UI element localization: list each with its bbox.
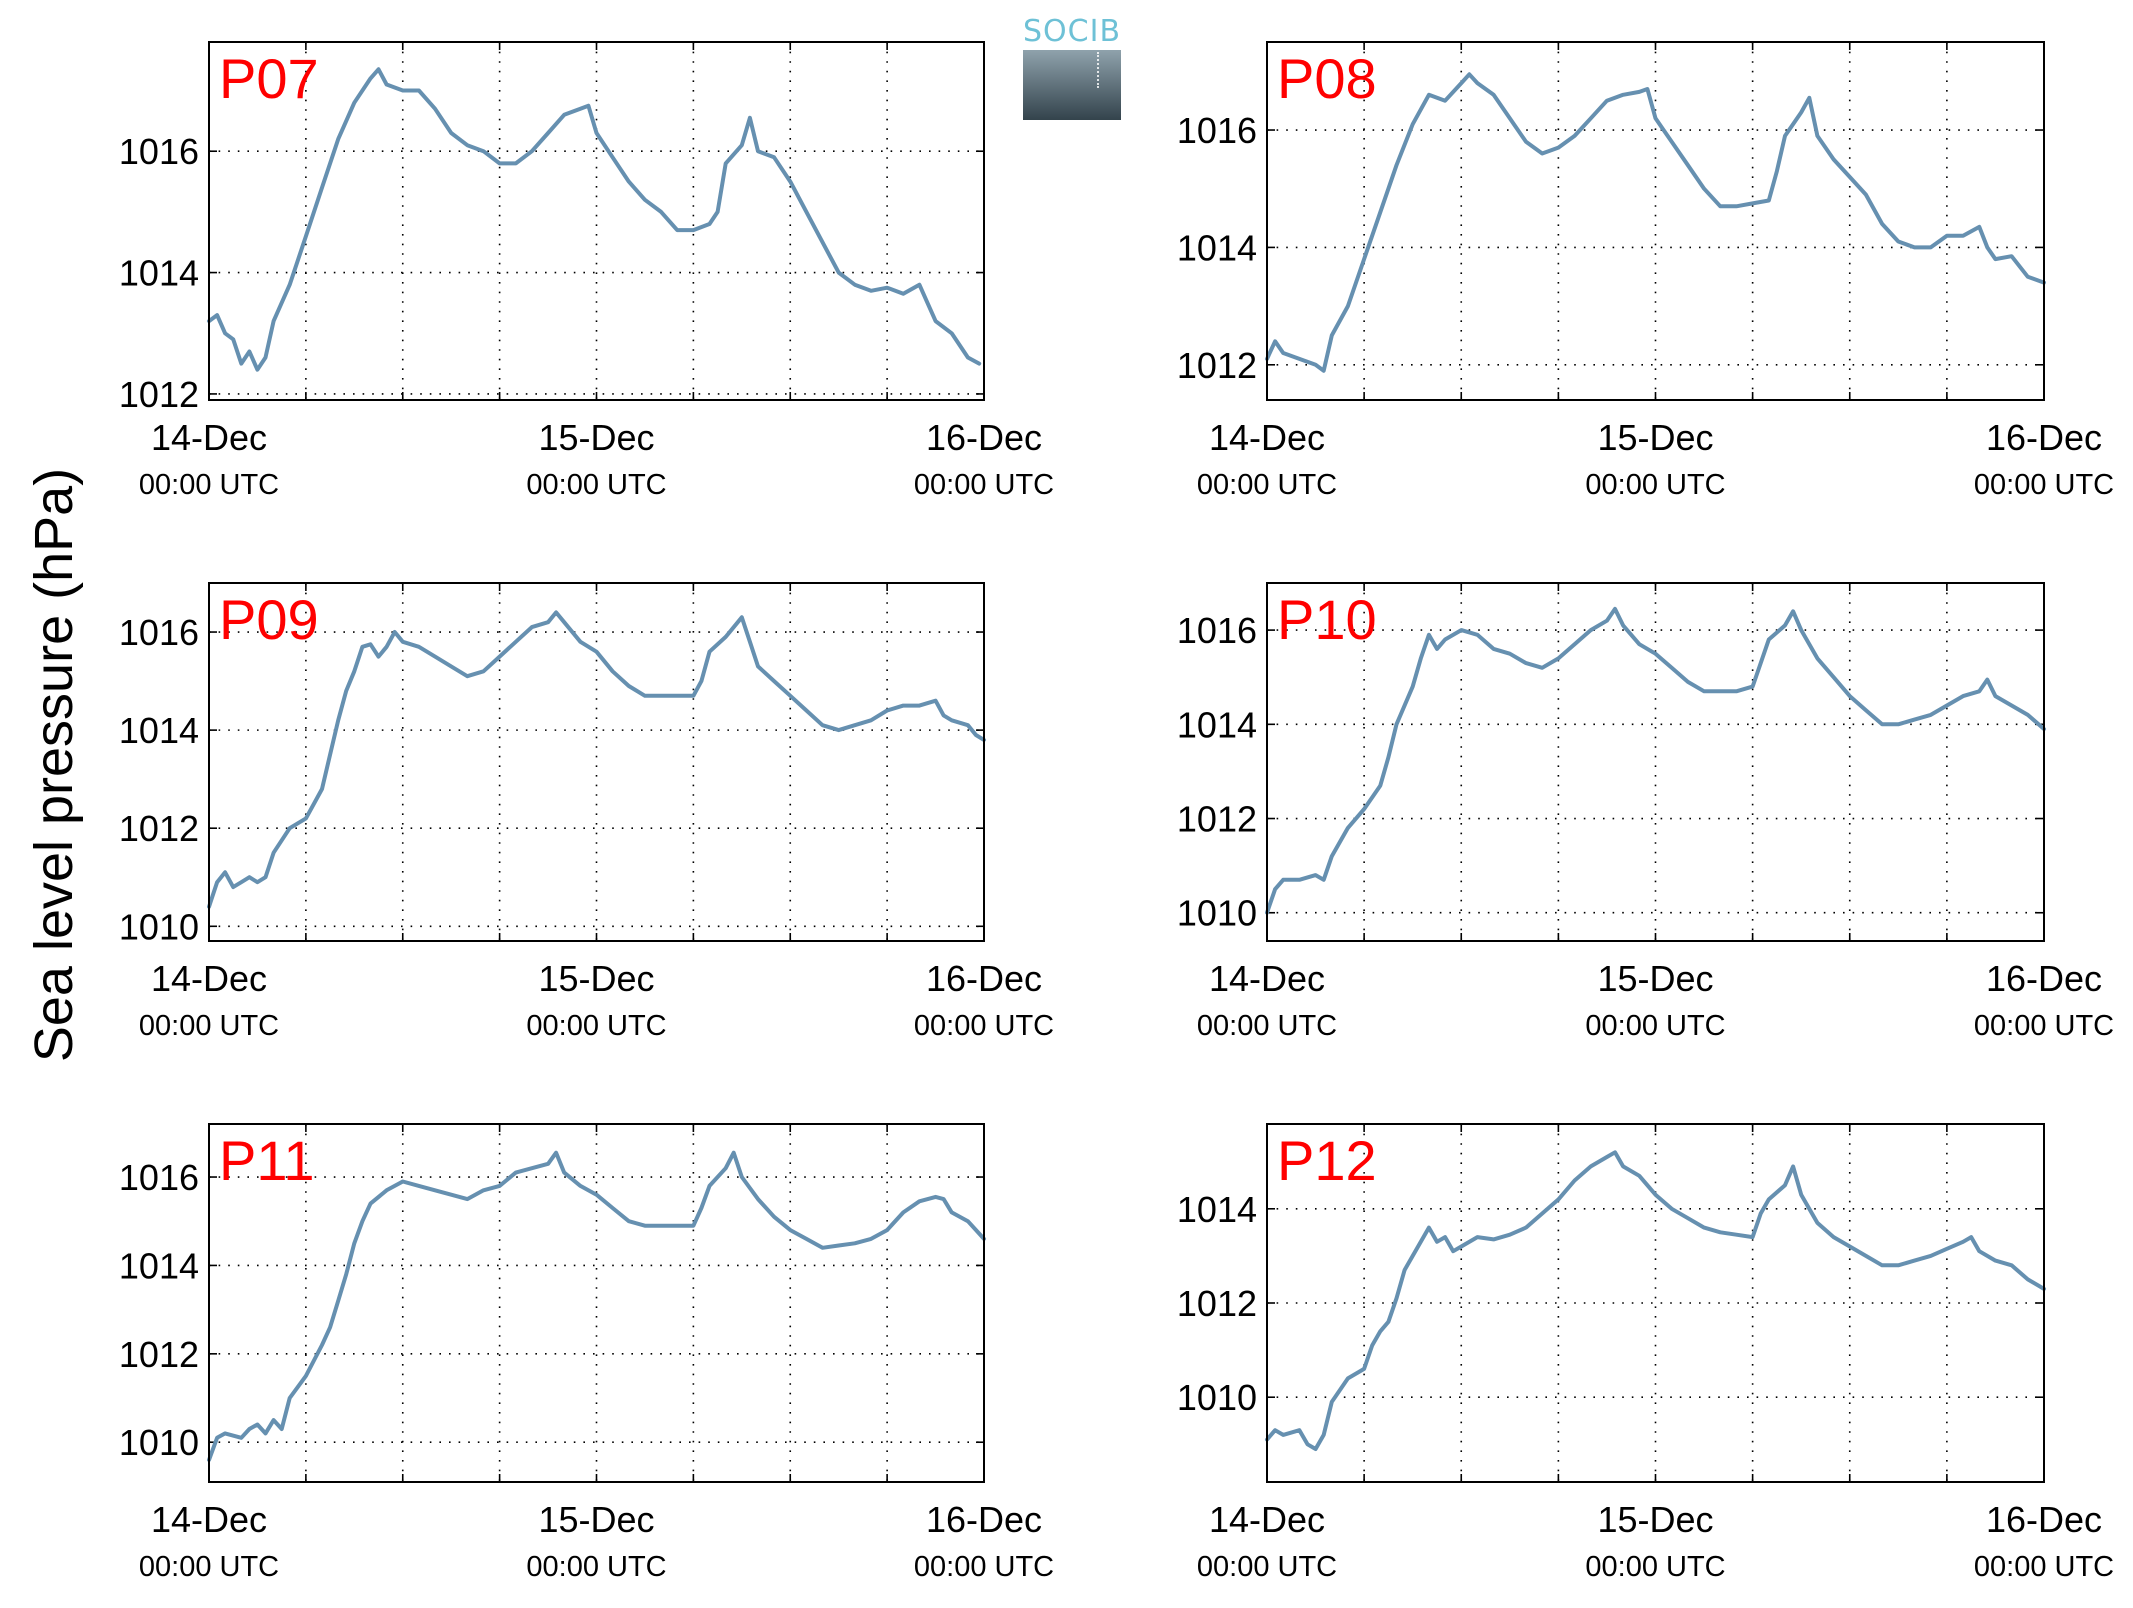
- panel-p08-frame: [1266, 41, 2045, 401]
- panel-p08-x-tick-date: 16-Dec: [1986, 417, 2102, 458]
- panel-p12-x-tick-time: 00:00 UTC: [1197, 1551, 1337, 1583]
- panel-p10-x-tick-date: 16-Dec: [1986, 958, 2102, 999]
- panel-p09-series-line: [207, 610, 986, 909]
- panel-p11-y-tick-label: 1010: [119, 1422, 199, 1463]
- panel-p09-plot-area: [209, 583, 984, 941]
- panel-p11-x-tick-date: 15-Dec: [538, 1499, 654, 1540]
- panel-p09-y-tick-label: 1014: [119, 710, 199, 751]
- panel-p10-y-tick-label: 1014: [1177, 704, 1257, 745]
- panel-p08-y-tick-label: 1016: [1177, 110, 1257, 151]
- panel-p11-x-tick-date: 16-Dec: [926, 1499, 1042, 1540]
- panel-p10-frame: [1266, 582, 2045, 942]
- socib-logo: SOCIB: [1023, 14, 1121, 122]
- panel-p07-x-tick-date: 15-Dec: [538, 417, 654, 458]
- panel-p07-y-tick-label: 1014: [119, 253, 199, 294]
- panel-p10-x-tick-time: 00:00 UTC: [1585, 1010, 1725, 1042]
- panel-p12-y-tick-label: 1010: [1177, 1377, 1257, 1418]
- panel-p08-label: P08: [1277, 47, 1377, 110]
- panel-p09-x-tick-date: 14-Dec: [151, 958, 267, 999]
- panel-p09-x-tick-date: 15-Dec: [538, 958, 654, 999]
- panel-p07-y-tick-label: 1012: [119, 374, 199, 415]
- panel-p11-y-tick-label: 1016: [119, 1157, 199, 1198]
- panel-p11-y-tick-label: 1012: [119, 1334, 199, 1375]
- logo-wave-graphic: [1023, 50, 1121, 120]
- panel-p08-x-tick-time: 00:00 UTC: [1197, 469, 1337, 501]
- panel-p08-series-line: [1265, 72, 2046, 373]
- panel-p09-x-tick-time: 00:00 UTC: [914, 1010, 1054, 1042]
- panel-p07-plot-area: [209, 42, 984, 400]
- panel-p10-x-tick-time: 00:00 UTC: [1197, 1010, 1337, 1042]
- panel-p09-y-tick-label: 1016: [119, 612, 199, 653]
- panel-p10-series-line: [1265, 606, 2046, 915]
- panel-p09-label: P09: [219, 588, 319, 651]
- panel-p12-label: P12: [1277, 1129, 1377, 1192]
- panel-p10-y-tick-label: 1016: [1177, 610, 1257, 651]
- panel-p11-x-tick-time: 00:00 UTC: [526, 1551, 666, 1583]
- panel-p07-label: P07: [219, 47, 319, 110]
- panel-p08-x-tick-date: 15-Dec: [1597, 417, 1713, 458]
- panel-p11-x-tick-time: 00:00 UTC: [139, 1551, 279, 1583]
- panel-p07-y-tick-label: 1016: [119, 131, 199, 172]
- panel-p12-series-line: [1265, 1150, 2046, 1451]
- panel-p07-x-tick-date: 16-Dec: [926, 417, 1042, 458]
- panel-p10-y-tick-label: 1010: [1177, 893, 1257, 934]
- panel-p12-y-tick-label: 1014: [1177, 1189, 1257, 1230]
- panel-p11-x-tick-date: 14-Dec: [151, 1499, 267, 1540]
- panel-p09-x-tick-time: 00:00 UTC: [139, 1010, 279, 1042]
- panel-p09-frame: [208, 582, 985, 942]
- panel-p10-y-tick-label: 1012: [1177, 799, 1257, 840]
- logo-dots: [1097, 52, 1099, 88]
- panel-p08-y-tick-label: 1012: [1177, 345, 1257, 386]
- panel-p12-x-tick-time: 00:00 UTC: [1585, 1551, 1725, 1583]
- panel-p10-label: P10: [1277, 588, 1377, 651]
- panel-p12-x-tick-date: 16-Dec: [1986, 1499, 2102, 1540]
- panel-p10-x-tick-date: 15-Dec: [1597, 958, 1713, 999]
- panel-p12-x-tick-time: 00:00 UTC: [1974, 1551, 2114, 1583]
- panel-p09-x-tick-time: 00:00 UTC: [526, 1010, 666, 1042]
- panel-p07-x-tick-time: 00:00 UTC: [914, 469, 1054, 501]
- panel-p12-frame: [1266, 1123, 2045, 1483]
- panel-p09-x-tick-date: 16-Dec: [926, 958, 1042, 999]
- panel-p09-y-tick-label: 1012: [119, 808, 199, 849]
- panel-p08-y-tick-label: 1014: [1177, 227, 1257, 268]
- panel-p08-plot-area: [1267, 42, 2044, 400]
- panel-p07-x-tick-time: 00:00 UTC: [139, 469, 279, 501]
- panel-p12-y-tick-label: 1012: [1177, 1283, 1257, 1324]
- logo-text: SOCIB: [1023, 14, 1122, 49]
- panel-p08-x-tick-time: 00:00 UTC: [1585, 469, 1725, 501]
- panel-p12-x-tick-date: 14-Dec: [1209, 1499, 1325, 1540]
- panel-p10-plot-area: [1267, 583, 2044, 941]
- panel-p07-frame: [208, 41, 985, 401]
- panel-p08-x-tick-time: 00:00 UTC: [1974, 469, 2114, 501]
- panel-p08-x-tick-date: 14-Dec: [1209, 417, 1325, 458]
- panel-p07-x-tick-date: 14-Dec: [151, 417, 267, 458]
- panel-p10-x-tick-time: 00:00 UTC: [1974, 1010, 2114, 1042]
- panel-p12-x-tick-date: 15-Dec: [1597, 1499, 1713, 1540]
- panel-p11-frame: [208, 1123, 985, 1483]
- panel-p11-label: P11: [219, 1129, 314, 1192]
- panel-p11-x-tick-time: 00:00 UTC: [914, 1551, 1054, 1583]
- panel-p11-y-tick-label: 1014: [119, 1245, 199, 1286]
- y-axis-label: Sea level pressure (hPa): [24, 468, 84, 1062]
- panel-p11-series-line: [207, 1150, 986, 1462]
- panel-p10-x-tick-date: 14-Dec: [1209, 958, 1325, 999]
- panel-p09-y-tick-label: 1010: [119, 906, 199, 947]
- panel-p07-x-tick-time: 00:00 UTC: [526, 469, 666, 501]
- panel-p07-series-line: [207, 67, 982, 372]
